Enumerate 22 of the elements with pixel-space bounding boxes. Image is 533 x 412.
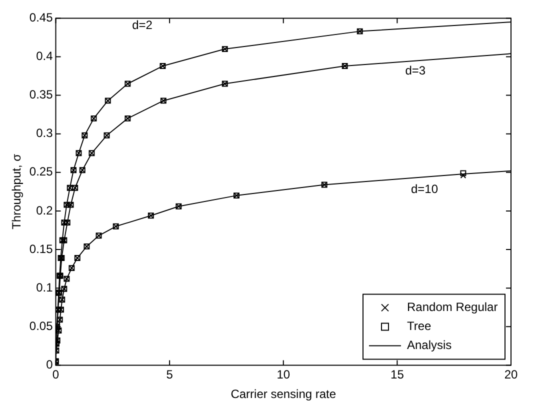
y-tick-label: 0.45: [29, 10, 54, 25]
legend-label: Random Regular: [407, 300, 498, 314]
x-tick-label: 20: [504, 368, 518, 382]
annotation: d=2: [132, 18, 153, 32]
y-tick-label: 0.35: [29, 88, 54, 102]
y-tick-label: 0.2: [36, 203, 54, 218]
legend-label: Tree: [407, 319, 432, 334]
x-tick-label: 5: [166, 368, 174, 382]
legend-label: Analysis: [407, 338, 452, 352]
y-tick-label: 0: [46, 358, 54, 372]
y-tick-label: 0.05: [29, 318, 54, 333]
y-tick-label: 0.3: [36, 126, 54, 140]
y-tick-label: 0.1: [36, 280, 54, 294]
x-tick-label: 10: [276, 368, 290, 382]
annotation: d=3: [405, 64, 426, 78]
y-tick-label: 0.4: [36, 49, 54, 64]
x-axis-title: Carrier sensing rate: [230, 387, 336, 402]
y-tick-label: 0.25: [29, 164, 54, 179]
y-axis-title: Throughput, σ: [10, 153, 24, 230]
x-tick-label: 15: [390, 368, 404, 382]
annotation: d=10: [410, 182, 438, 196]
y-tick-label: 0.15: [29, 242, 54, 256]
